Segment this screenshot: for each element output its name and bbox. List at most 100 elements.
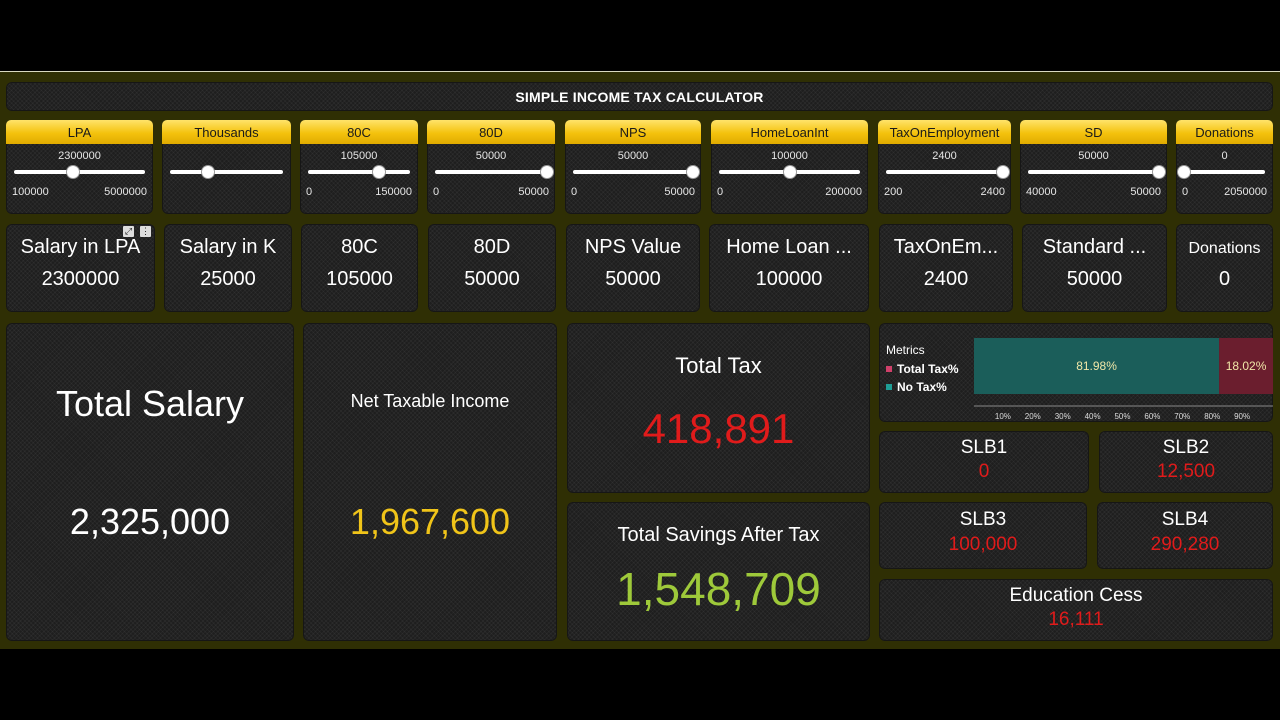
slider-homeloanint-track[interactable] (719, 166, 860, 178)
slider-lpa[interactable]: LPA 2300000 100000 5000000 (6, 120, 153, 214)
slider-nps[interactable]: NPS 50000 0 50000 (565, 120, 701, 214)
slb3-label: SLB3 (959, 509, 1007, 530)
total-savings-value: 1,548,709 (616, 563, 821, 615)
slider-sd-thumb[interactable] (1153, 166, 1165, 178)
slb4-value: 290,280 (1150, 534, 1220, 555)
net-taxable-income-value: 1,967,600 (349, 501, 511, 542)
x-tick-label: 90% (1234, 412, 1250, 421)
education-cess-value: 16,111 (1048, 609, 1104, 630)
more-options-icon[interactable]: ⋮ (140, 226, 151, 237)
slider-80c-value: 105000 (340, 150, 378, 162)
slider-80d-thumb[interactable] (541, 166, 553, 178)
focus-mode-icon[interactable]: ⤢ (123, 226, 134, 237)
kpi-salary-k: Salary in K 25000 (164, 224, 292, 312)
kpi-value: 2300000 (41, 268, 120, 290)
kpi-80d: 80D 50000 (428, 224, 556, 312)
slider-donations-track[interactable] (1178, 166, 1265, 178)
x-tick-label: 10% (995, 412, 1011, 421)
slb1-card: SLB1 0 (879, 431, 1089, 493)
slider-nps-value: 50000 (617, 150, 649, 162)
slider-homeloanint-max: 200000 (825, 186, 862, 198)
slider-sd-track[interactable] (1028, 166, 1165, 178)
slider-donations[interactable]: Donations 0 0 2050000 (1176, 120, 1273, 214)
slb2-value: 12,500 (1156, 461, 1216, 482)
net-taxable-income-card: Net Taxable Income 1,967,600 (303, 323, 557, 641)
slider-thousands-track[interactable] (170, 166, 283, 178)
kpi-value: 2400 (923, 268, 969, 290)
slb3-value: 100,000 (948, 534, 1018, 555)
slider-homeloanint-min: 0 (717, 186, 724, 198)
legend-swatch-total-tax (886, 366, 892, 372)
page-title: SIMPLE INCOME TAX CALCULATOR (6, 82, 1273, 111)
slider-nps-min: 0 (571, 186, 578, 198)
slider-homeloanint[interactable]: HomeLoanInt 100000 0 200000 (711, 120, 868, 214)
slider-donations-thumb[interactable] (1178, 166, 1190, 178)
kpi-label: 80C (341, 236, 378, 258)
slider-80d-track[interactable] (435, 166, 553, 178)
kpi-value: 100000 (755, 268, 823, 290)
slider-sd[interactable]: SD 50000 40000 50000 (1020, 120, 1167, 214)
slider-80d-label: 80D (427, 120, 555, 144)
slb4-card: SLB4 290,280 (1097, 502, 1273, 569)
slider-lpa-max: 5000000 (104, 186, 147, 198)
bar-segment-no-tax-[interactable] (974, 338, 1220, 394)
legend-title: Metrics (886, 343, 925, 357)
kpi-nps-value: NPS Value 50000 (566, 224, 700, 312)
slider-donations-min: 0 (1182, 186, 1189, 198)
slider-lpa-label: LPA (6, 120, 153, 144)
legend-item-no-tax[interactable]: No Tax% (886, 380, 947, 394)
slider-donations-max: 2050000 (1224, 186, 1267, 198)
slider-donations-label: Donations (1176, 120, 1273, 144)
x-tick-label: 40% (1085, 412, 1101, 421)
data-label: 18.02% (1226, 359, 1267, 373)
slider-taxonemployment-min: 200 (884, 186, 903, 198)
x-tick-label: 70% (1174, 412, 1190, 421)
tax-metrics-chart: Metrics Total Tax% No Tax% 81.98% 18.02% 1… (879, 323, 1273, 422)
kpi-value: 105000 (326, 268, 393, 290)
slider-nps-label: NPS (565, 120, 701, 144)
slb3-card: SLB3 100,000 (879, 502, 1087, 569)
slider-thousands-label: Thousands (162, 120, 291, 144)
slider-nps-track[interactable] (573, 166, 699, 178)
total-savings-label: Total Savings After Tax (617, 524, 820, 546)
bar-segment-total-tax-[interactable] (1219, 338, 1273, 394)
slider-lpa-value: 2300000 (58, 150, 101, 162)
slider-80c-track[interactable] (308, 166, 410, 178)
kpi-value: 50000 (605, 268, 661, 290)
slider-taxonemployment-thumb[interactable] (997, 166, 1009, 178)
slider-taxonemployment[interactable]: TaxOnEmployment 2400 200 2400 (878, 120, 1011, 214)
slider-80d[interactable]: 80D 50000 0 50000 (427, 120, 555, 214)
slider-lpa-track[interactable] (14, 166, 145, 178)
total-salary-card: Total Salary 2,325,000 (6, 323, 294, 641)
x-tick-label: 30% (1055, 412, 1071, 421)
slider-80c[interactable]: 80C 105000 0 150000 (300, 120, 418, 214)
slider-80c-thumb[interactable] (373, 166, 386, 178)
slider-homeloanint-thumb[interactable] (783, 166, 796, 178)
slider-taxonemployment-track[interactable] (886, 166, 1009, 178)
slider-80c-label: 80C (300, 120, 418, 144)
education-cess-label: Education Cess (1009, 585, 1143, 606)
stacked-bar-plot: 81.98% 18.02% 10% 20% 30% 40% 50% 60% 70% 80% 90% (974, 338, 1273, 421)
kpi-label: Salary in LPA (20, 236, 141, 258)
legend-item-total-tax[interactable]: Total Tax% (886, 362, 959, 376)
slb1-value: 0 (978, 461, 990, 482)
slider-thousands[interactable]: Thousands (162, 120, 291, 214)
kpi-label: Standard ... (1042, 236, 1147, 258)
visual-header-icons: ⤢ ⋮ (123, 226, 151, 237)
slider-lpa-thumb[interactable] (66, 166, 79, 178)
slider-thousands-thumb[interactable] (202, 166, 215, 178)
slider-nps-thumb[interactable] (687, 166, 699, 178)
kpi-value: 0 (1218, 268, 1231, 290)
total-salary-value: 2,325,000 (69, 501, 231, 542)
slider-80d-max: 50000 (518, 186, 549, 198)
kpi-label: Salary in K (179, 236, 277, 258)
slb4-label: SLB4 (1161, 509, 1209, 530)
slb2-card: SLB2 12,500 (1099, 431, 1273, 493)
dashboard: SIMPLE INCOME TAX CALCULATOR LPA 2300000… (0, 71, 1280, 649)
kpi-value: 50000 (1066, 268, 1123, 290)
x-tick-label: 80% (1204, 412, 1220, 421)
slider-sd-min: 40000 (1026, 186, 1057, 198)
slider-80d-min: 0 (433, 186, 440, 198)
slider-homeloanint-label: HomeLoanInt (711, 120, 868, 144)
data-label: 81.98% (1076, 359, 1117, 373)
